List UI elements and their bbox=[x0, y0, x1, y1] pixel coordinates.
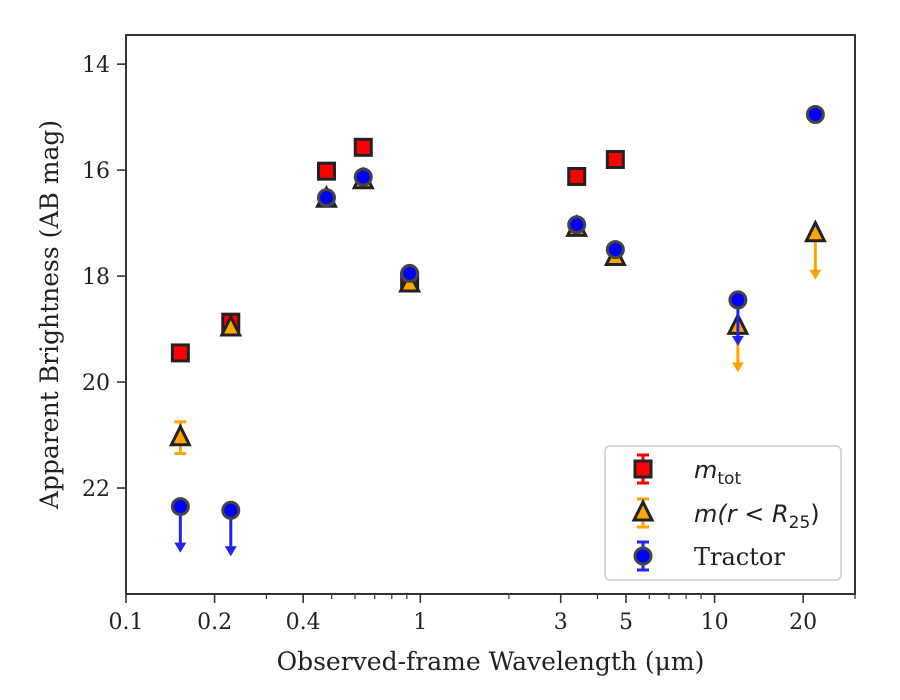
circle-upper-limit-arrow-0-head bbox=[174, 542, 187, 553]
y-tick-label: 16 bbox=[82, 159, 110, 184]
y-tick-label: 18 bbox=[82, 265, 110, 290]
y-tick-label: 20 bbox=[82, 371, 110, 396]
square-point-0-0 bbox=[170, 343, 190, 363]
triangle-point-1-1 bbox=[219, 313, 243, 337]
legend-label-0: mtot bbox=[694, 456, 741, 489]
axis-ticks: 0.1 0.2 0.4 1 3 5 10 20 14 16 18 20 22 bbox=[82, 53, 856, 635]
y-tick-label: 14 bbox=[82, 53, 110, 78]
x-axis-title: Observed-frame Wavelength (μm) bbox=[277, 647, 705, 676]
square-point-0-5 bbox=[567, 166, 587, 186]
plot-frame bbox=[125, 34, 856, 595]
circle-point-2-1 bbox=[221, 500, 241, 520]
circle-point-2-8 bbox=[805, 104, 825, 124]
legend-triangle-icon bbox=[631, 498, 655, 522]
x-tick-label: 0.4 bbox=[286, 610, 321, 635]
y-axis-title: Apparent Brightness (AB mag) bbox=[35, 120, 64, 510]
circle-point-2-0 bbox=[170, 497, 190, 517]
legend-marker-triangle bbox=[631, 497, 655, 529]
circle-upper-limit-arrow-7-head bbox=[731, 335, 744, 346]
legend-marker-circle bbox=[633, 540, 653, 572]
square-point-0-6 bbox=[605, 150, 625, 170]
square-point-0-3 bbox=[353, 137, 373, 157]
triangle-point-1-8 bbox=[803, 219, 827, 243]
triangle-upper-limit-arrow-7-head bbox=[731, 362, 744, 373]
triangle-upper-limit-arrow-8-head bbox=[809, 269, 822, 280]
x-tick-label: 20 bbox=[789, 610, 817, 635]
circle-point-2-6 bbox=[605, 240, 625, 260]
legend: mtot m(r < R25) Tractor bbox=[604, 445, 842, 581]
x-tick-label: 3 bbox=[554, 610, 568, 635]
circle-point-2-3 bbox=[353, 167, 373, 187]
x-tick-label: 0.1 bbox=[109, 610, 144, 635]
circle-point-2-2 bbox=[316, 188, 336, 208]
x-tick-label: 0.2 bbox=[197, 610, 232, 635]
data-marks bbox=[168, 104, 827, 557]
circle-point-2-5 bbox=[567, 215, 587, 235]
circle-point-2-4 bbox=[400, 263, 420, 283]
x-tick-label: 5 bbox=[619, 610, 633, 635]
circle-point-2-7 bbox=[728, 290, 748, 310]
y-tick-label: 22 bbox=[82, 477, 110, 502]
legend-square-icon bbox=[633, 459, 653, 479]
triangle-point-1-0 bbox=[168, 423, 192, 447]
legend-circle-icon bbox=[633, 546, 653, 566]
legend-label-1: m(r < R25) bbox=[694, 500, 820, 533]
x-tick-label: 1 bbox=[413, 610, 427, 635]
legend-box bbox=[604, 445, 842, 581]
circle-upper-limit-arrow-1-head bbox=[224, 546, 237, 557]
x-tick-label: 10 bbox=[701, 610, 729, 635]
legend-marker-square bbox=[633, 453, 653, 485]
square-point-0-2 bbox=[316, 161, 336, 181]
legend-label-tractor: Tractor bbox=[694, 543, 785, 571]
